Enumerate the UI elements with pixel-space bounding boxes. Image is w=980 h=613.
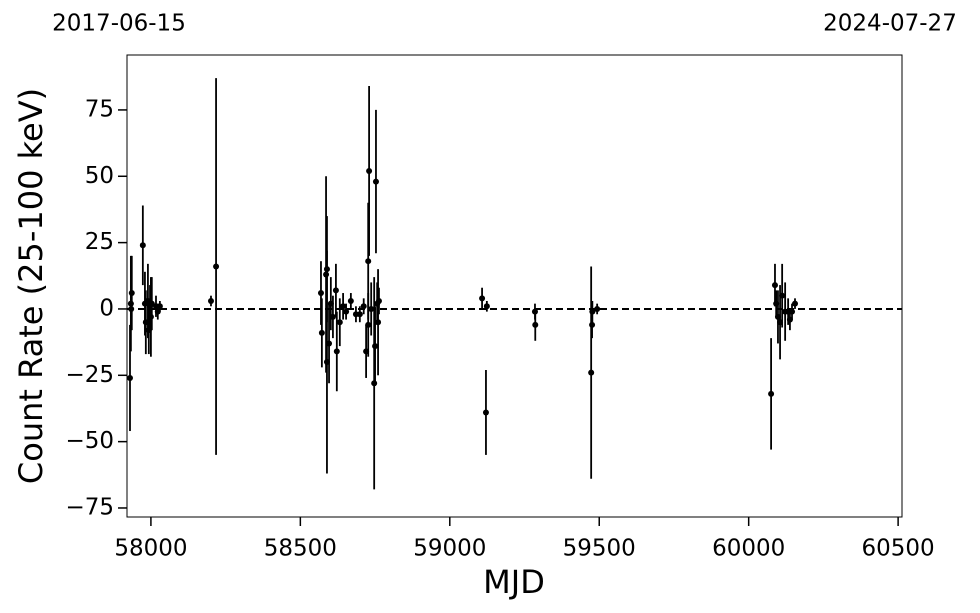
data-point xyxy=(336,319,343,326)
data-point xyxy=(774,313,781,320)
plot-frame xyxy=(126,54,903,518)
data-point xyxy=(779,292,786,299)
data-point xyxy=(127,300,134,307)
top-date-left: 2017-06-15 xyxy=(52,11,186,37)
x-tick-label: 60500 xyxy=(862,536,935,562)
x-tick-label: 58000 xyxy=(114,536,187,562)
data-point xyxy=(589,321,596,328)
data-point xyxy=(327,300,334,307)
data-point xyxy=(371,380,378,387)
y-tick-label: 25 xyxy=(85,229,114,255)
data-point xyxy=(145,327,152,334)
data-point xyxy=(142,319,149,326)
y-tick-label: −50 xyxy=(65,428,114,454)
data-point xyxy=(128,290,135,297)
data-point xyxy=(340,303,347,310)
data-point xyxy=(375,297,382,304)
data-point xyxy=(532,321,539,328)
data-point xyxy=(139,242,146,249)
data-point xyxy=(792,300,799,307)
top-date-right: 2024-07-27 xyxy=(823,11,957,37)
y-axis-label: Count Rate (25-100 keV) xyxy=(12,88,50,484)
data-point xyxy=(771,282,778,289)
y-tick-label: 75 xyxy=(85,96,114,122)
data-point xyxy=(329,313,336,320)
x-tick-label: 59000 xyxy=(413,536,486,562)
data-point xyxy=(323,271,330,278)
data-point xyxy=(479,295,486,302)
data-point xyxy=(789,308,796,315)
data-point xyxy=(363,348,370,355)
data-point xyxy=(483,303,490,310)
y-tick-label: 50 xyxy=(85,163,114,189)
data-point xyxy=(594,305,601,312)
data-point xyxy=(333,348,340,355)
y-tick-label: −75 xyxy=(65,494,114,520)
data-point xyxy=(588,369,595,376)
data-point xyxy=(482,409,489,416)
data-point xyxy=(786,316,793,323)
data-point xyxy=(126,374,133,381)
data-point xyxy=(375,319,382,326)
data-point xyxy=(128,305,135,312)
data-point xyxy=(326,340,333,347)
data-point xyxy=(365,258,372,265)
data-point xyxy=(213,263,220,270)
data-point xyxy=(768,390,775,397)
data-point xyxy=(323,266,330,273)
data-point xyxy=(372,178,379,185)
data-point xyxy=(366,167,373,174)
data-point xyxy=(589,308,596,315)
data-point xyxy=(332,287,339,294)
data-point xyxy=(147,313,154,320)
data-point xyxy=(156,303,163,310)
data-point xyxy=(323,359,330,366)
data-point xyxy=(372,343,379,350)
x-axis-label: MJD xyxy=(483,563,545,601)
data-point xyxy=(207,297,214,304)
data-point xyxy=(531,308,538,315)
data-point xyxy=(360,303,367,310)
data-point xyxy=(773,300,780,307)
y-tick-label: 0 xyxy=(99,295,114,321)
data-point xyxy=(777,319,784,326)
x-tick-label: 58500 xyxy=(264,536,337,562)
data-point xyxy=(318,329,325,336)
data-point xyxy=(347,297,354,304)
data-point xyxy=(343,308,350,315)
x-tick-label: 60000 xyxy=(712,536,785,562)
y-tick-label: −25 xyxy=(65,362,114,388)
data-point xyxy=(356,311,363,318)
data-point xyxy=(365,321,372,328)
data-point xyxy=(154,308,161,315)
data-point xyxy=(368,305,375,312)
data-point xyxy=(317,290,324,297)
x-tick-label: 59500 xyxy=(563,536,636,562)
